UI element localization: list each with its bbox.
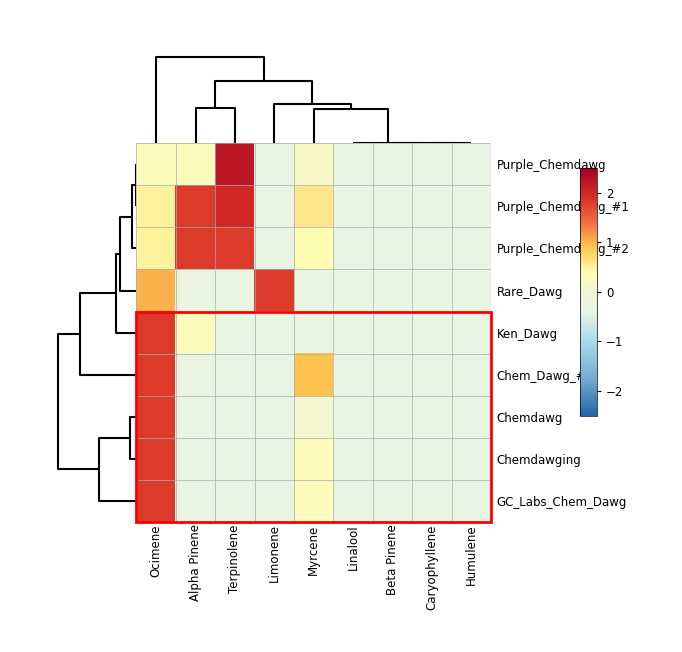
Bar [136,312,491,522]
